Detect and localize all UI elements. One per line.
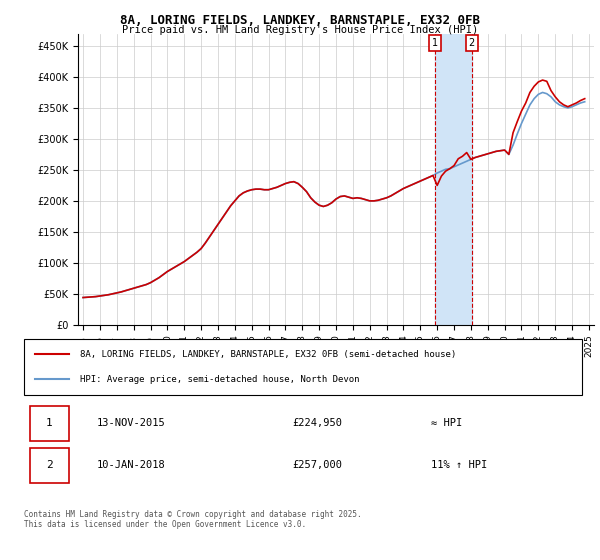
FancyBboxPatch shape: [24, 339, 582, 395]
Text: Contains HM Land Registry data © Crown copyright and database right 2025.
This d: Contains HM Land Registry data © Crown c…: [24, 510, 362, 529]
Text: 11% ↑ HPI: 11% ↑ HPI: [431, 460, 488, 470]
Text: ≈ HPI: ≈ HPI: [431, 418, 463, 428]
Text: 13-NOV-2015: 13-NOV-2015: [97, 418, 165, 428]
Bar: [435, 34, 472, 325]
Text: 2: 2: [469, 38, 475, 48]
Text: 10-JAN-2018: 10-JAN-2018: [97, 460, 165, 470]
Text: 8A, LORING FIELDS, LANDKEY, BARNSTAPLE, EX32 0FB: 8A, LORING FIELDS, LANDKEY, BARNSTAPLE, …: [120, 14, 480, 27]
Text: 1: 1: [46, 418, 52, 428]
Text: Price paid vs. HM Land Registry's House Price Index (HPI): Price paid vs. HM Land Registry's House …: [122, 25, 478, 35]
Text: £224,950: £224,950: [292, 418, 342, 428]
Text: 2: 2: [46, 460, 52, 470]
FancyBboxPatch shape: [29, 448, 68, 483]
FancyBboxPatch shape: [29, 405, 68, 441]
Text: 1: 1: [432, 38, 438, 48]
Text: £257,000: £257,000: [292, 460, 342, 470]
Text: 8A, LORING FIELDS, LANDKEY, BARNSTAPLE, EX32 0FB (semi-detached house): 8A, LORING FIELDS, LANDKEY, BARNSTAPLE, …: [80, 350, 456, 359]
Text: HPI: Average price, semi-detached house, North Devon: HPI: Average price, semi-detached house,…: [80, 375, 359, 384]
